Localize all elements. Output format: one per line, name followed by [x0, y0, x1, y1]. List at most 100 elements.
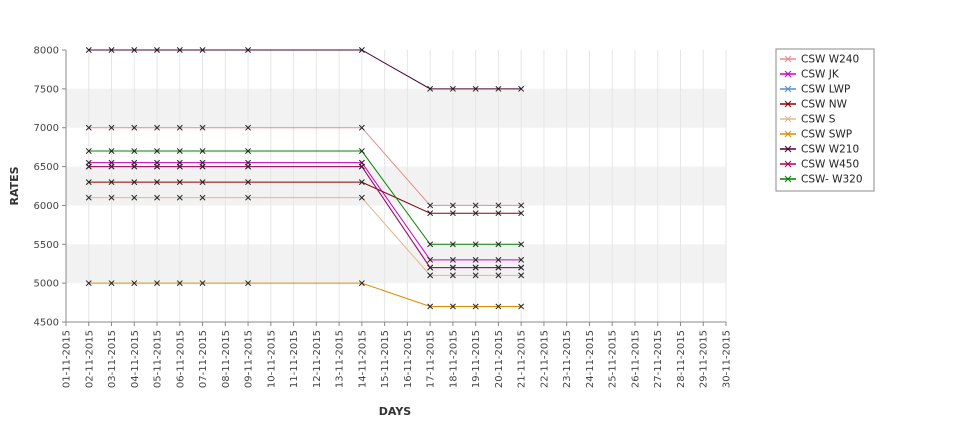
data-point-marker: [131, 194, 138, 201]
grid-bands: [66, 88, 726, 284]
data-point-marker: [449, 303, 456, 310]
x-tick-label: 11-11-2015: [289, 330, 300, 388]
legend-label: CSW S: [801, 114, 836, 126]
legend-label: CSW NW: [801, 99, 848, 111]
data-point-marker: [472, 264, 479, 271]
x-tick-label: 22-11-2015: [539, 330, 550, 388]
data-point-marker: [472, 202, 479, 209]
x-tick-label: 08-11-2015: [221, 330, 232, 388]
data-point-marker: [85, 163, 92, 170]
data-point-marker: [199, 280, 206, 287]
series-line: [88, 49, 522, 90]
y-tick-label: 7500: [34, 84, 59, 95]
data-point-marker: [245, 280, 252, 287]
data-point-marker: [495, 256, 502, 263]
data-point-marker: [472, 85, 479, 92]
data-point-marker: [449, 264, 456, 271]
data-point-marker: [495, 210, 502, 217]
data-point-marker: [176, 194, 183, 201]
legend-label: CSW- W320: [801, 174, 863, 186]
data-point-marker: [176, 124, 183, 131]
x-tick-label: 26-11-2015: [630, 330, 641, 388]
y-tick-label: 4500: [34, 318, 59, 329]
data-point-marker: [472, 303, 479, 310]
data-point-marker: [176, 280, 183, 287]
data-point-marker: [427, 241, 434, 248]
x-tick-label: 10-11-2015: [266, 330, 277, 388]
data-point-marker: [108, 124, 115, 131]
data-point-marker: [495, 303, 502, 310]
series-line: [88, 282, 522, 307]
data-point-marker: [131, 47, 138, 53]
data-point-marker: [199, 163, 206, 170]
y-axis-ticks: 4500 5000 5500 6000 6500 7000 7500 8000: [34, 46, 66, 329]
data-point-marker: [427, 210, 434, 217]
legend-box: [775, 48, 875, 192]
legend-marker: [784, 175, 792, 183]
data-point-marker: [199, 194, 206, 201]
data-point-marker: [245, 163, 252, 170]
legend-label: CSW W240: [801, 54, 859, 66]
x-tick-label: 15-11-2015: [380, 330, 391, 388]
data-point-marker: [358, 194, 365, 201]
data-point-marker: [518, 303, 525, 310]
data-point-marker: [85, 47, 92, 53]
x-tick-label: 13-11-2015: [335, 330, 346, 388]
series-group: [85, 47, 525, 310]
data-point-marker: [427, 85, 434, 92]
data-point-marker: [199, 124, 206, 131]
x-tick-label: 09-11-2015: [244, 330, 255, 388]
data-point-marker: [154, 148, 160, 154]
data-point-marker: [518, 210, 525, 217]
data-point-marker: [199, 179, 206, 186]
x-tick-label: 30-11-2015: [722, 330, 733, 388]
legend: CSW W240 CSW JK CSW LWP CSW NW CSW S CSW SWP C…: [775, 48, 875, 192]
data-point-marker: [85, 124, 92, 131]
data-point-marker: [358, 163, 365, 170]
data-point-marker: [358, 124, 365, 131]
data-point-marker: [427, 303, 434, 310]
axes: [65, 50, 726, 323]
data-point-marker: [358, 148, 365, 154]
data-point-marker: [358, 179, 365, 186]
data-point-marker: [199, 47, 206, 53]
legend-marker: [784, 70, 792, 78]
y-axis-title: RATES: [8, 166, 21, 205]
legend-label: CSW W210: [801, 144, 859, 156]
x-tick-label: 12-11-2015: [312, 330, 323, 388]
data-point-marker: [449, 85, 456, 92]
data-point-marker: [495, 241, 502, 248]
vertical-gridlines: [65, 50, 727, 322]
legend-marker: [784, 145, 792, 153]
data-point-marker: [518, 202, 525, 209]
data-point-marker: [245, 124, 252, 131]
y-tick-label: 6000: [34, 201, 59, 212]
data-point-marker: [85, 280, 92, 287]
data-point-marker: [108, 280, 115, 287]
x-tick-label: 28-11-2015: [676, 330, 687, 388]
x-tick-label: 19-11-2015: [471, 330, 482, 388]
data-point-marker: [108, 148, 115, 154]
x-tick-label: 21-11-2015: [517, 330, 528, 388]
data-point-marker: [472, 272, 479, 279]
data-point-marker: [85, 179, 92, 186]
data-point-marker: [85, 194, 92, 201]
data-point-marker: [108, 179, 115, 186]
data-point-marker: [245, 148, 252, 154]
x-tick-label: 07-11-2015: [198, 330, 209, 388]
data-point-marker: [131, 280, 138, 287]
x-tick-label: 16-11-2015: [403, 330, 414, 388]
data-point-marker: [154, 124, 160, 131]
data-point-marker: [176, 163, 183, 170]
data-point-marker: [85, 148, 92, 154]
data-point-marker: [154, 179, 160, 186]
data-point-marker: [427, 272, 434, 279]
data-point-marker: [427, 264, 434, 271]
x-tick-label: 01-11-2015: [62, 330, 73, 388]
legend-label: CSW LWP: [801, 84, 850, 96]
data-point-marker: [518, 272, 525, 279]
data-point-marker: [245, 179, 252, 186]
data-point-marker: [449, 272, 456, 279]
data-point-marker: [495, 202, 502, 209]
